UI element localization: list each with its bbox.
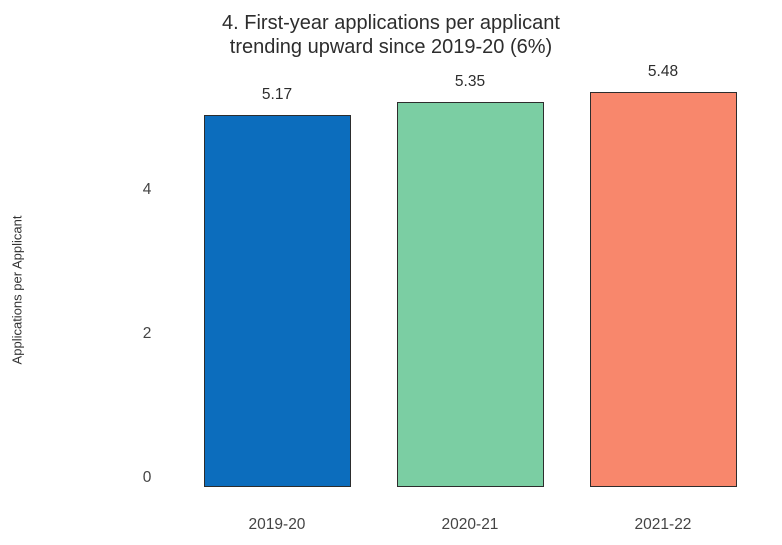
- x-tick-label-2020-21: 2020-21: [441, 516, 499, 533]
- y-tick-label-0: 0: [142, 469, 152, 486]
- y-axis-title: Applications per Applicant: [9, 215, 25, 365]
- x-tick-label-2021-22: 2021-22: [634, 516, 692, 533]
- chart-title: 4. First-year applications per applicant…: [0, 11, 782, 59]
- bar-2021-22: [589, 92, 737, 487]
- x-tick-label-2019-20: 2019-20: [248, 516, 306, 533]
- chart-title-line2: trending upward since 2019-20 (6%): [229, 36, 553, 58]
- bar-value-label-2020-21: 5.35: [454, 72, 486, 90]
- chart-title-line1: 4. First-year applications per applicant: [222, 12, 560, 34]
- bar-2020-21: [396, 101, 544, 487]
- bar-value-label-2021-22: 5.48: [647, 63, 679, 81]
- y-tick-label-2: 2: [142, 325, 152, 342]
- bar-value-label-2019-20: 5.17: [261, 85, 293, 103]
- bar-2019-20: [203, 114, 351, 487]
- y-tick-label-4: 4: [142, 181, 152, 198]
